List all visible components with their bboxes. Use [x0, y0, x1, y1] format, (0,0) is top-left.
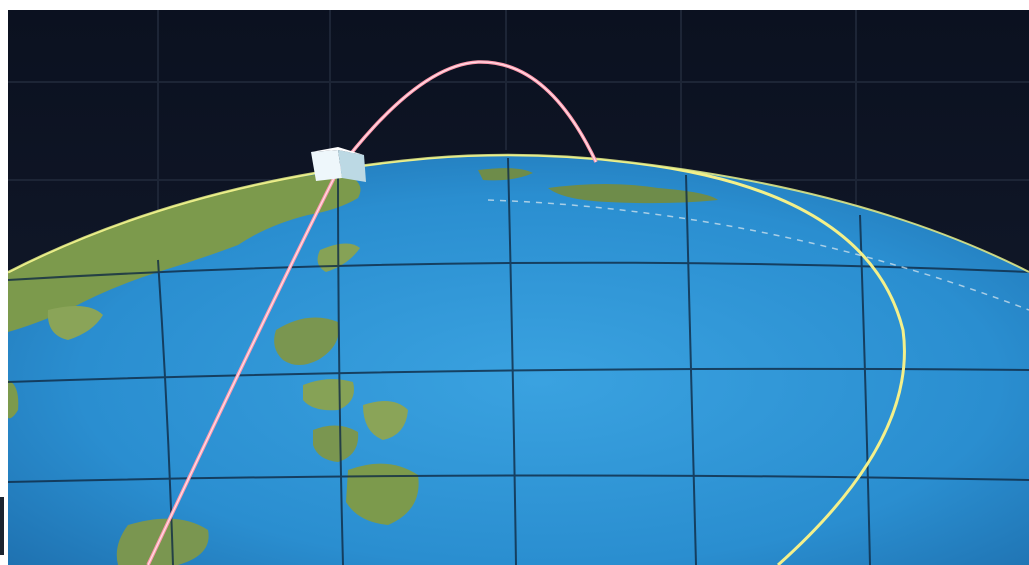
land-borneo	[116, 518, 209, 565]
land-horizon-1	[478, 168, 533, 181]
satellite-icon	[311, 147, 366, 182]
landmasses	[8, 168, 718, 565]
land-mindanao	[346, 463, 419, 525]
graticule	[8, 157, 1029, 565]
orbit-path-highlight	[147, 61, 597, 565]
left-edge-mark	[0, 497, 4, 555]
reference-line	[487, 199, 1029, 311]
globe-scene	[8, 10, 1029, 565]
land-island-left	[47, 306, 103, 340]
land-horizon-2	[548, 184, 718, 204]
globe-ocean	[8, 154, 1029, 565]
land-visayas	[303, 379, 354, 411]
land-luzon	[274, 317, 339, 365]
land-palawan	[313, 425, 359, 462]
globe-visualization-photo	[8, 10, 1029, 565]
land-edge-left	[8, 380, 19, 419]
globe-horizon	[8, 153, 1029, 273]
land-mindanao-north	[363, 401, 408, 440]
land-east-asia	[8, 172, 361, 332]
globe	[8, 153, 1029, 565]
